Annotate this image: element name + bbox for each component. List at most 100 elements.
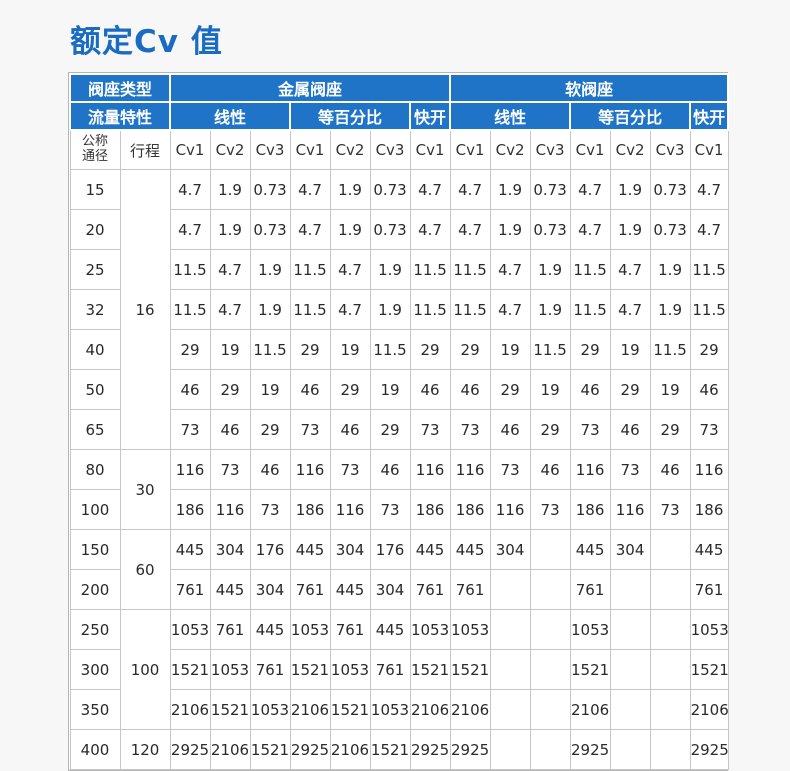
cell-cv-value-dn250-col1: 1053	[169, 609, 211, 650]
header-cv-label-11: Cv1	[569, 129, 611, 170]
cell-nominal-diameter-100: 100	[69, 489, 121, 530]
cell-cv-value-dn80-col7: 116	[409, 449, 451, 490]
header-metal-equal-percentage: 等百分比	[289, 101, 412, 131]
cell-cv-value-dn250-col10	[529, 609, 571, 650]
cell-cv-value-dn100-col6: 73	[369, 489, 411, 530]
cell-cv-value-dn80-col9: 73	[489, 449, 531, 490]
cell-cv-value-dn250-col14: 1053	[689, 609, 729, 650]
header-cv-label-1: Cv1	[169, 129, 211, 170]
cell-cv-value-dn50-col11: 46	[569, 369, 611, 410]
cell-cv-value-dn40-col6: 11.5	[369, 329, 411, 370]
cell-cv-value-dn20-col12: 1.9	[609, 209, 651, 250]
cell-cv-value-dn400-col10	[529, 729, 571, 770]
cell-cv-value-dn32-col7: 11.5	[409, 289, 451, 330]
cell-cv-value-dn25-col3: 1.9	[249, 249, 291, 290]
cell-cv-value-dn25-col11: 11.5	[569, 249, 611, 290]
cell-cv-value-dn20-col7: 4.7	[409, 209, 451, 250]
cell-cv-value-dn100-col10: 73	[529, 489, 571, 530]
cell-nominal-diameter-150: 150	[69, 529, 121, 570]
header-cv-label-6: Cv3	[369, 129, 411, 170]
cell-cv-value-dn20-col4: 4.7	[289, 209, 331, 250]
table-row-dn-65: 65 73 46 29 73 46 29 73 73 46 29 73 46 29 73	[69, 409, 729, 450]
cell-cv-value-dn200-col10	[529, 569, 571, 610]
table-row-dn-100: 100 186 116 73 186 116 73 186 186 116 73 186 116 73 18…	[69, 489, 729, 530]
cell-stroke-30: 30	[119, 449, 171, 530]
cell-cv-value-dn15-col1: 4.7	[169, 169, 211, 210]
cell-cv-value-dn400-col3: 1521	[249, 729, 291, 770]
cell-cv-value-dn40-col8: 29	[449, 329, 491, 370]
cell-cv-value-dn32-col6: 1.9	[369, 289, 411, 330]
cell-cv-value-dn150-col2: 304	[209, 529, 251, 570]
header-soft-equal-percentage: 等百分比	[569, 101, 692, 131]
cell-cv-value-dn40-col5: 19	[329, 329, 371, 370]
cell-cv-value-dn350-col14: 2106	[689, 689, 729, 730]
cell-cv-value-dn15-col11: 4.7	[569, 169, 611, 210]
cell-cv-value-dn200-col12	[609, 569, 651, 610]
table-row-dn-300: 300 1521 1053 761 1521 1053 761 1521 1521 1521 152…	[69, 649, 729, 690]
cell-cv-value-dn25-col9: 4.7	[489, 249, 531, 290]
cell-cv-value-dn80-col11: 116	[569, 449, 611, 490]
cell-cv-value-dn20-col2: 1.9	[209, 209, 251, 250]
cell-cv-value-dn350-col1: 2106	[169, 689, 211, 730]
cell-cv-value-dn150-col4: 445	[289, 529, 331, 570]
cell-cv-value-dn40-col3: 11.5	[249, 329, 291, 370]
header-cv-label-9: Cv2	[489, 129, 531, 170]
table-row-dn-150: 150 60 445 304 176 445 304 176 445 445 304 445 304 44…	[69, 529, 729, 610]
cell-cv-value-dn15-col8: 4.7	[449, 169, 491, 210]
header-row-cv-labels: 公称 通径 行程 Cv1 Cv2 Cv3 Cv1 Cv2 Cv3 Cv1 Cv1 Cv2 Cv3 Cv…	[69, 129, 729, 170]
cell-cv-value-dn200-col9	[489, 569, 531, 610]
cell-cv-value-dn20-col9: 1.9	[489, 209, 531, 250]
cell-cv-value-dn100-col3: 73	[249, 489, 291, 530]
cell-cv-value-dn20-col5: 1.9	[329, 209, 371, 250]
cell-cv-value-dn65-col6: 29	[369, 409, 411, 450]
cell-nominal-diameter-40: 40	[69, 329, 121, 370]
cell-cv-value-dn50-col5: 29	[329, 369, 371, 410]
cell-stroke-120: 120	[119, 729, 171, 770]
cell-cv-value-dn400-col12	[609, 729, 651, 770]
cell-cv-value-dn300-col1: 1521	[169, 649, 211, 690]
header-cv-label-4: Cv1	[289, 129, 331, 170]
cell-stroke-16: 16	[119, 169, 171, 450]
cell-nominal-diameter-20: 20	[69, 209, 121, 250]
table-row-dn-350: 350 2106 1521 1053 2106 1521 1053 2106 2106 2106 2…	[69, 689, 729, 730]
cell-cv-value-dn15-col13: 0.73	[649, 169, 691, 210]
cell-cv-value-dn150-col14: 445	[689, 529, 729, 570]
cell-cv-value-dn65-col11: 73	[569, 409, 611, 450]
cell-cv-value-dn65-col3: 29	[249, 409, 291, 450]
cell-cv-value-dn350-col3: 1053	[249, 689, 291, 730]
cell-cv-value-dn200-col4: 761	[289, 569, 331, 610]
cell-cv-value-dn350-col2: 1521	[209, 689, 251, 730]
cell-cv-value-dn20-col3: 0.73	[249, 209, 291, 250]
header-cv-label-13: Cv3	[649, 129, 691, 170]
cell-cv-value-dn20-col8: 4.7	[449, 209, 491, 250]
cell-cv-value-dn300-col6: 761	[369, 649, 411, 690]
cell-cv-value-dn300-col9	[489, 649, 531, 690]
cell-cv-value-dn100-col13: 73	[649, 489, 691, 530]
cell-cv-value-dn400-col8: 2925	[449, 729, 491, 770]
cell-cv-value-dn200-col5: 445	[329, 569, 371, 610]
cell-cv-value-dn50-col13: 19	[649, 369, 691, 410]
nominal-diameter-label: 公称 通径	[81, 134, 108, 164]
header-cv-label-8: Cv1	[449, 129, 491, 170]
cell-nominal-diameter-80: 80	[69, 449, 121, 490]
cell-cv-value-dn15-col6: 0.73	[369, 169, 411, 210]
cell-nominal-diameter-350: 350	[69, 689, 121, 730]
cell-cv-value-dn80-col10: 46	[529, 449, 571, 490]
cell-cv-value-dn350-col10	[529, 689, 571, 730]
cell-nominal-diameter-15: 15	[69, 169, 121, 210]
header-cv-label-14: Cv1	[689, 129, 729, 170]
header-soft-seat: 软阀座	[449, 73, 730, 103]
cell-cv-value-dn32-col10: 1.9	[529, 289, 571, 330]
cell-cv-value-dn400-col6: 1521	[369, 729, 411, 770]
cell-cv-value-dn20-col14: 4.7	[689, 209, 729, 250]
cell-cv-value-dn80-col4: 116	[289, 449, 331, 490]
cell-cv-value-dn300-col2: 1053	[209, 649, 251, 690]
cell-cv-value-dn350-col6: 1053	[369, 689, 411, 730]
cell-nominal-diameter-300: 300	[69, 649, 121, 690]
cell-cv-value-dn15-col7: 4.7	[409, 169, 451, 210]
cell-cv-value-dn32-col5: 4.7	[329, 289, 371, 330]
cell-cv-value-dn150-col12: 304	[609, 529, 651, 570]
cell-cv-value-dn50-col9: 29	[489, 369, 531, 410]
cell-cv-value-dn50-col2: 29	[209, 369, 251, 410]
cell-cv-value-dn200-col14: 761	[689, 569, 729, 610]
